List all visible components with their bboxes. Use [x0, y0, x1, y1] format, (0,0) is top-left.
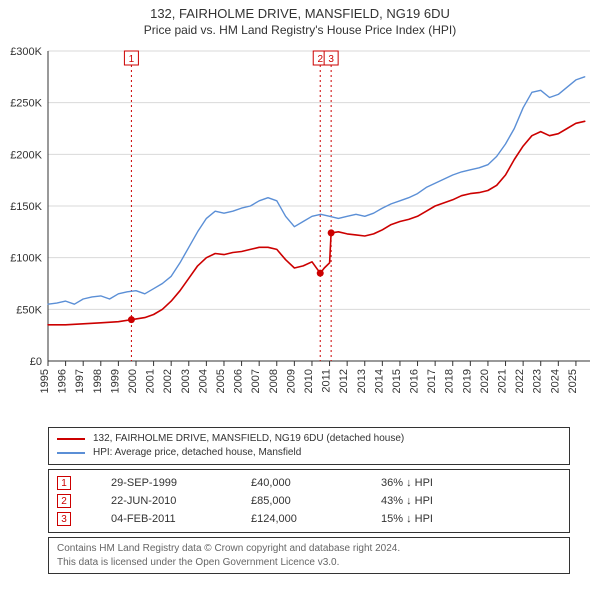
svg-text:£100K: £100K	[10, 253, 42, 265]
svg-text:2010: 2010	[303, 369, 315, 393]
svg-text:1995: 1995	[39, 369, 51, 393]
legend-item: HPI: Average price, detached house, Mans…	[57, 446, 561, 460]
svg-text:2009: 2009	[285, 369, 297, 393]
event-badge: 2	[57, 494, 71, 508]
svg-text:2015: 2015	[391, 369, 403, 393]
svg-text:2019: 2019	[461, 369, 473, 393]
svg-text:2011: 2011	[321, 369, 333, 393]
attribution-footer: Contains HM Land Registry data © Crown c…	[48, 537, 570, 574]
legend-swatch	[57, 438, 85, 440]
svg-text:2002: 2002	[162, 369, 174, 393]
svg-text:2005: 2005	[215, 369, 227, 393]
event-delta: 36% ↓ HPI	[381, 477, 471, 489]
svg-text:1998: 1998	[92, 369, 104, 393]
page-title: 132, FAIRHOLME DRIVE, MANSFIELD, NG19 6D…	[0, 0, 600, 21]
svg-text:2016: 2016	[409, 369, 421, 393]
svg-text:2024: 2024	[549, 369, 561, 393]
legend-swatch	[57, 452, 85, 454]
svg-text:2: 2	[317, 54, 323, 65]
event-badge: 3	[57, 512, 71, 526]
svg-text:2021: 2021	[497, 369, 509, 393]
svg-text:£250K: £250K	[10, 98, 42, 110]
event-badge: 1	[57, 476, 71, 490]
event-delta: 15% ↓ HPI	[381, 513, 471, 525]
event-date: 22-JUN-2010	[111, 495, 211, 507]
svg-text:2001: 2001	[145, 369, 157, 393]
svg-text:2008: 2008	[268, 369, 280, 393]
event-price: £40,000	[251, 477, 341, 489]
event-delta: 43% ↓ HPI	[381, 495, 471, 507]
svg-text:2023: 2023	[532, 369, 544, 393]
svg-text:3: 3	[328, 54, 334, 65]
svg-text:2025: 2025	[567, 369, 579, 393]
svg-text:£0: £0	[30, 356, 42, 368]
event-date: 29-SEP-1999	[111, 477, 211, 489]
event-row: 3 04-FEB-2011 £124,000 15% ↓ HPI	[57, 510, 561, 528]
svg-text:1996: 1996	[57, 369, 69, 393]
svg-text:£200K: £200K	[10, 149, 42, 161]
legend: 132, FAIRHOLME DRIVE, MANSFIELD, NG19 6D…	[48, 427, 570, 465]
svg-text:2004: 2004	[197, 369, 209, 393]
svg-text:2017: 2017	[426, 369, 438, 393]
chart-svg: £0 £50K £100K £150K £200K £250K £300K 1995 1996 1…	[0, 41, 600, 421]
event-row: 1 29-SEP-1999 £40,000 36% ↓ HPI	[57, 474, 561, 492]
svg-text:2003: 2003	[180, 369, 192, 393]
event-row: 2 22-JUN-2010 £85,000 43% ↓ HPI	[57, 492, 561, 510]
svg-text:1: 1	[129, 54, 135, 65]
svg-text:2000: 2000	[127, 369, 139, 393]
svg-text:£150K: £150K	[10, 201, 42, 213]
legend-label: 132, FAIRHOLME DRIVE, MANSFIELD, NG19 6D…	[93, 432, 404, 446]
svg-text:£300K: £300K	[10, 46, 42, 58]
price-chart: £0 £50K £100K £150K £200K £250K £300K 1995 1996 1…	[0, 41, 600, 421]
footer-line: This data is licensed under the Open Gov…	[57, 556, 561, 570]
svg-text:2012: 2012	[338, 369, 350, 393]
svg-text:£50K: £50K	[16, 304, 42, 316]
legend-item: 132, FAIRHOLME DRIVE, MANSFIELD, NG19 6D…	[57, 432, 561, 446]
svg-text:2006: 2006	[233, 369, 245, 393]
svg-text:2022: 2022	[514, 369, 526, 393]
page-subtitle: Price paid vs. HM Land Registry's House …	[0, 21, 600, 41]
svg-text:1999: 1999	[109, 369, 121, 393]
event-price: £85,000	[251, 495, 341, 507]
svg-text:2018: 2018	[444, 369, 456, 393]
event-date: 04-FEB-2011	[111, 513, 211, 525]
events-table: 1 29-SEP-1999 £40,000 36% ↓ HPI 2 22-JUN-2010…	[48, 469, 570, 533]
svg-text:1997: 1997	[74, 369, 86, 393]
svg-text:2013: 2013	[356, 369, 368, 393]
event-price: £124,000	[251, 513, 341, 525]
legend-label: HPI: Average price, detached house, Mans…	[93, 446, 301, 460]
svg-text:2014: 2014	[373, 369, 385, 393]
footer-line: Contains HM Land Registry data © Crown c…	[57, 542, 561, 556]
svg-text:2007: 2007	[250, 369, 262, 393]
svg-text:2020: 2020	[479, 369, 491, 393]
